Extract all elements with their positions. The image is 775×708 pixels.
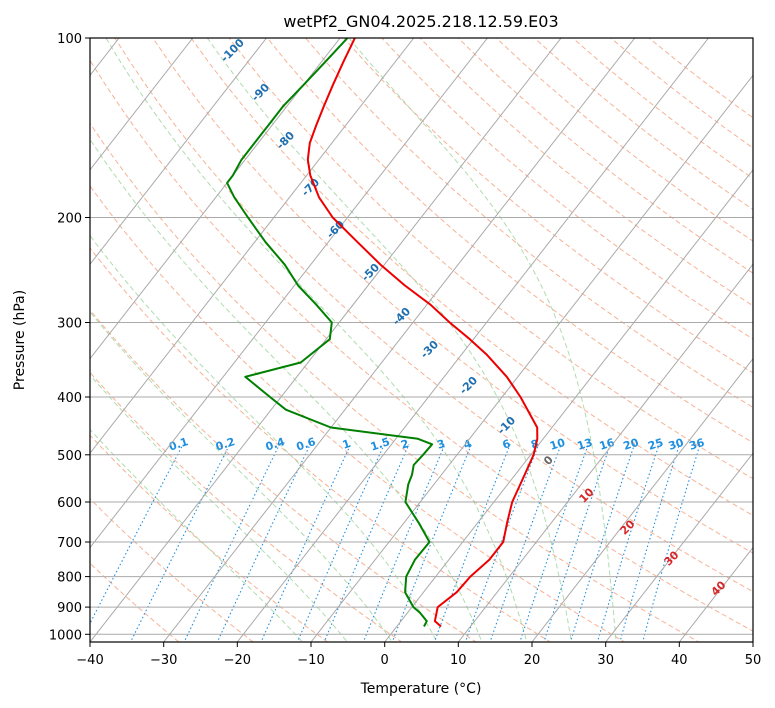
moist-adiabat-line bbox=[90, 234, 438, 642]
mixing-ratio-line bbox=[619, 444, 681, 642]
temperature-profile-line bbox=[306, 38, 539, 628]
mixing-ratio-line bbox=[642, 444, 701, 642]
isotherm-gridline bbox=[531, 357, 753, 642]
mixing-ratio-label: 8 bbox=[529, 437, 540, 452]
dry-adiabat-line bbox=[228, 38, 753, 480]
mixing-ratio-label: 36 bbox=[688, 436, 707, 453]
mixing-ratio-label: 13 bbox=[576, 436, 595, 453]
x-tick-label: 50 bbox=[745, 653, 762, 668]
y-tick-label: 600 bbox=[57, 496, 82, 511]
isotherm-gridline bbox=[90, 38, 562, 642]
isotherm-gridline bbox=[90, 38, 341, 360]
mixing-ratio-line bbox=[362, 444, 446, 642]
y-tick-label: 300 bbox=[57, 317, 82, 332]
x-tick-label: 20 bbox=[524, 653, 541, 668]
mixing-ratio-label: 0.4 bbox=[264, 435, 287, 453]
moist-adiabat-line bbox=[90, 374, 348, 642]
mixing-ratio-label: 2 bbox=[399, 437, 410, 452]
isotherm-gridline bbox=[384, 168, 753, 642]
mixing-ratio-label: 20 bbox=[622, 436, 641, 453]
mixing-ratio-line bbox=[323, 444, 410, 642]
x-tick-label: −20 bbox=[224, 653, 251, 668]
dry-adiabat-line bbox=[305, 38, 753, 409]
mixing-ratio-line bbox=[519, 444, 589, 642]
mixing-ratio-label: 3 bbox=[435, 437, 446, 452]
y-tick-label: 500 bbox=[57, 449, 82, 464]
y-tick-label: 200 bbox=[57, 212, 82, 227]
isotherm-gridline bbox=[90, 38, 194, 171]
dry-adiabat-line bbox=[90, 562, 180, 642]
y-tick-label: 1000 bbox=[49, 628, 82, 643]
x-tick-label: 10 bbox=[450, 653, 467, 668]
x-tick-label: −40 bbox=[76, 653, 103, 668]
mixing-ratio-line bbox=[216, 444, 311, 642]
y-tick-label: 400 bbox=[57, 391, 82, 406]
mixing-ratio-label: 4 bbox=[462, 437, 474, 452]
x-axis-label: Temperature (°C) bbox=[360, 681, 482, 697]
dewpoint-profile-line bbox=[226, 38, 434, 627]
moist-adiabat-line bbox=[90, 311, 393, 642]
mixing-ratio-label: 1 bbox=[341, 437, 352, 452]
mixing-ratio-label: 16 bbox=[598, 436, 617, 453]
mixing-ratio-label: 0.1 bbox=[167, 435, 190, 453]
dry-adiabat-line bbox=[90, 309, 477, 642]
x-tick-label: 30 bbox=[597, 653, 614, 668]
x-tick-label: −10 bbox=[297, 653, 324, 668]
mixing-ratio-label: 30 bbox=[667, 436, 686, 453]
mixing-ratio-label: 0.6 bbox=[295, 435, 318, 453]
x-tick-label: 40 bbox=[671, 653, 688, 668]
y-tick-label: 800 bbox=[57, 571, 82, 586]
mixing-ratio-label: 25 bbox=[646, 436, 665, 453]
mixing-ratio-line bbox=[391, 444, 473, 642]
mixing-ratio-label: 0.2 bbox=[214, 435, 237, 453]
isotherm-gridline bbox=[90, 38, 415, 454]
moist-adiabat-line bbox=[90, 138, 483, 642]
y-tick-label: 100 bbox=[57, 32, 82, 47]
mixing-ratio-line bbox=[90, 444, 184, 625]
mixing-ratio-line bbox=[183, 444, 281, 642]
dry-adiabat-line bbox=[343, 38, 753, 374]
dry-adiabat-line bbox=[90, 247, 552, 642]
dry-adiabat-line bbox=[90, 122, 700, 642]
x-axis: −40 −30 −20 −10 0 10 20 30 40 50 bbox=[76, 642, 761, 668]
dry-adiabat-line bbox=[90, 498, 254, 642]
y-axis: 100 200 300 400 500 600 700 800 900 1000 bbox=[49, 32, 90, 643]
mixing-ratio-line bbox=[543, 444, 612, 642]
isotherm-gridline bbox=[90, 38, 267, 266]
mixing-ratio-label: 1.5 bbox=[369, 435, 392, 453]
moist-adiabat-line bbox=[105, 38, 528, 642]
y-axis-label: Pressure (hPa) bbox=[12, 290, 28, 390]
isotherm-gridline bbox=[236, 38, 709, 642]
plot-frame bbox=[89, 37, 754, 643]
mixing-ratio-label: 10 bbox=[548, 436, 567, 453]
isotherm-gridline bbox=[457, 263, 753, 642]
chart-title: wetPf2_GN04.2025.218.12.59.E03 bbox=[283, 12, 558, 32]
mixing-ratio-label: 6 bbox=[501, 437, 513, 452]
y-tick-label: 700 bbox=[57, 536, 82, 551]
mixing-ratio-line bbox=[296, 444, 385, 642]
isotherm-gridline bbox=[90, 38, 488, 549]
y-tick-label: 900 bbox=[57, 601, 82, 616]
isotherm-gridline bbox=[310, 74, 753, 642]
x-tick-label: 0 bbox=[381, 653, 389, 668]
isotherm-gridline bbox=[605, 452, 753, 642]
x-tick-label: −30 bbox=[150, 653, 177, 668]
dry-adiabat-line bbox=[190, 38, 753, 517]
moist-adiabat-line bbox=[206, 38, 573, 642]
dry-adiabat-line bbox=[114, 38, 753, 593]
moist-adiabat-line bbox=[348, 38, 617, 642]
isotherm-gridline bbox=[163, 38, 636, 642]
dry-adiabat-line bbox=[90, 371, 403, 642]
